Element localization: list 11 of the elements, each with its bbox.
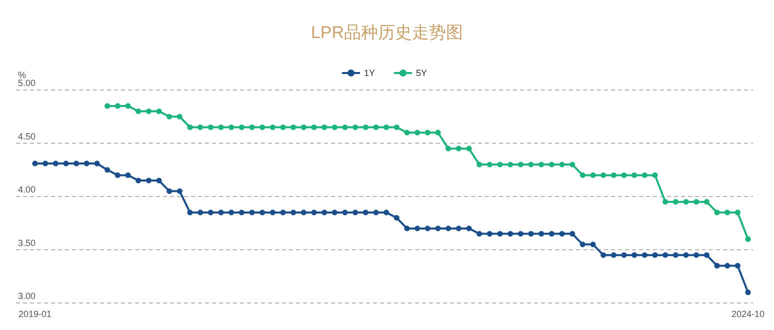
legend-label: 5Y <box>416 68 428 78</box>
x-tick-label: 2024-10 <box>731 309 765 319</box>
y-tick-label: 5.00 <box>18 78 36 88</box>
y-tick-label: 3.50 <box>18 238 36 248</box>
y-tick-label: 4.00 <box>18 184 36 194</box>
y-axis-title: % <box>18 70 26 80</box>
x-tick-label: 2019-01 <box>18 309 52 319</box>
legend-label: 1Y <box>364 68 376 78</box>
chart-title: LPR品种历史走势图 <box>310 23 464 42</box>
y-tick-label: 4.50 <box>18 131 36 142</box>
y-tick-label: 3.00 <box>18 291 36 301</box>
